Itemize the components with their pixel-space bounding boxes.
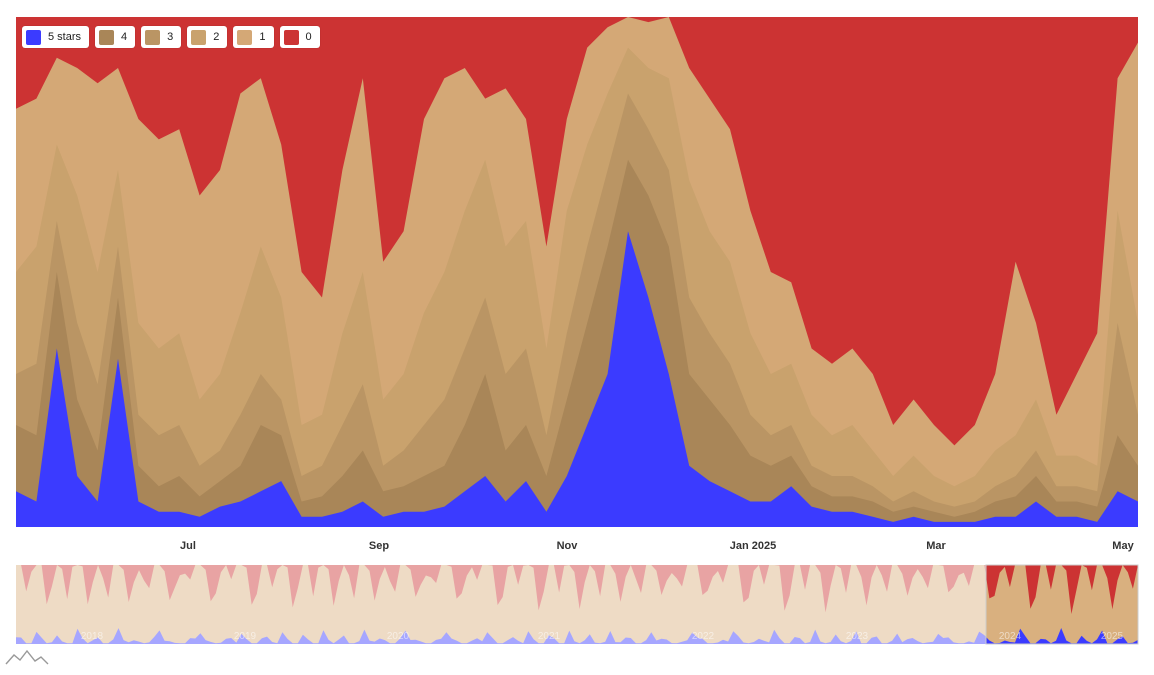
navigator-year-label: 2024 xyxy=(999,631,1022,642)
chart-logo xyxy=(5,649,49,665)
navigator-unselected-mask xyxy=(16,565,986,644)
legend-swatch xyxy=(26,29,41,45)
legend-label: 0 xyxy=(305,31,312,43)
legend-item-3[interactable]: 2 xyxy=(187,26,228,48)
chart-logo-icon xyxy=(5,649,49,665)
navigator[interactable]: 2018 2019 2020 2021 2022 2023 2024 2025 xyxy=(16,564,1139,645)
legend-item-2[interactable]: 3 xyxy=(141,26,182,48)
legend-label: 4 xyxy=(121,31,128,43)
x-tick-label: Nov xyxy=(557,540,579,552)
series-area-3 xyxy=(16,47,1138,527)
legend-label: 1 xyxy=(259,31,266,43)
x-tick-label: Sep xyxy=(369,540,389,552)
navigator-year-label: 2022 xyxy=(692,631,715,642)
legend-label: 2 xyxy=(213,31,220,43)
legend-swatch xyxy=(145,29,161,45)
legend: 5 stars 4 3 2 1 0 xyxy=(22,26,320,48)
series-area-2 xyxy=(16,93,1138,527)
x-tick-label: Jan 2025 xyxy=(730,540,776,552)
legend-label: 3 xyxy=(167,31,174,43)
legend-swatch xyxy=(99,29,115,45)
navigator-selection[interactable] xyxy=(985,564,1139,645)
legend-swatch xyxy=(283,29,299,45)
x-tick-label: May xyxy=(1112,540,1134,552)
legend-swatch xyxy=(237,29,253,45)
legend-label: 5 stars xyxy=(48,31,82,43)
navigator-year-label: 2025 xyxy=(1101,631,1124,642)
navigator-year-label: 2020 xyxy=(387,631,410,642)
legend-item-4[interactable]: 1 xyxy=(233,26,274,48)
plot-area xyxy=(16,17,1138,528)
x-tick-label: Jul xyxy=(180,540,196,552)
navigator-year-label: 2018 xyxy=(81,631,104,642)
legend-item-1[interactable]: 4 xyxy=(95,26,136,48)
x-tick-label: Mar xyxy=(926,540,946,552)
legend-item-0[interactable]: 5 stars xyxy=(22,26,90,48)
navigator-year-label: 2023 xyxy=(846,631,869,642)
x-axis: Jul Sep Nov Jan 2025 Mar May xyxy=(180,540,1135,552)
legend-swatch xyxy=(191,29,207,45)
navigator-year-label: 2019 xyxy=(234,631,257,642)
series-area-0 xyxy=(16,231,1138,527)
legend-item-5[interactable]: 0 xyxy=(279,26,320,48)
navigator-year-label: 2021 xyxy=(538,631,561,642)
